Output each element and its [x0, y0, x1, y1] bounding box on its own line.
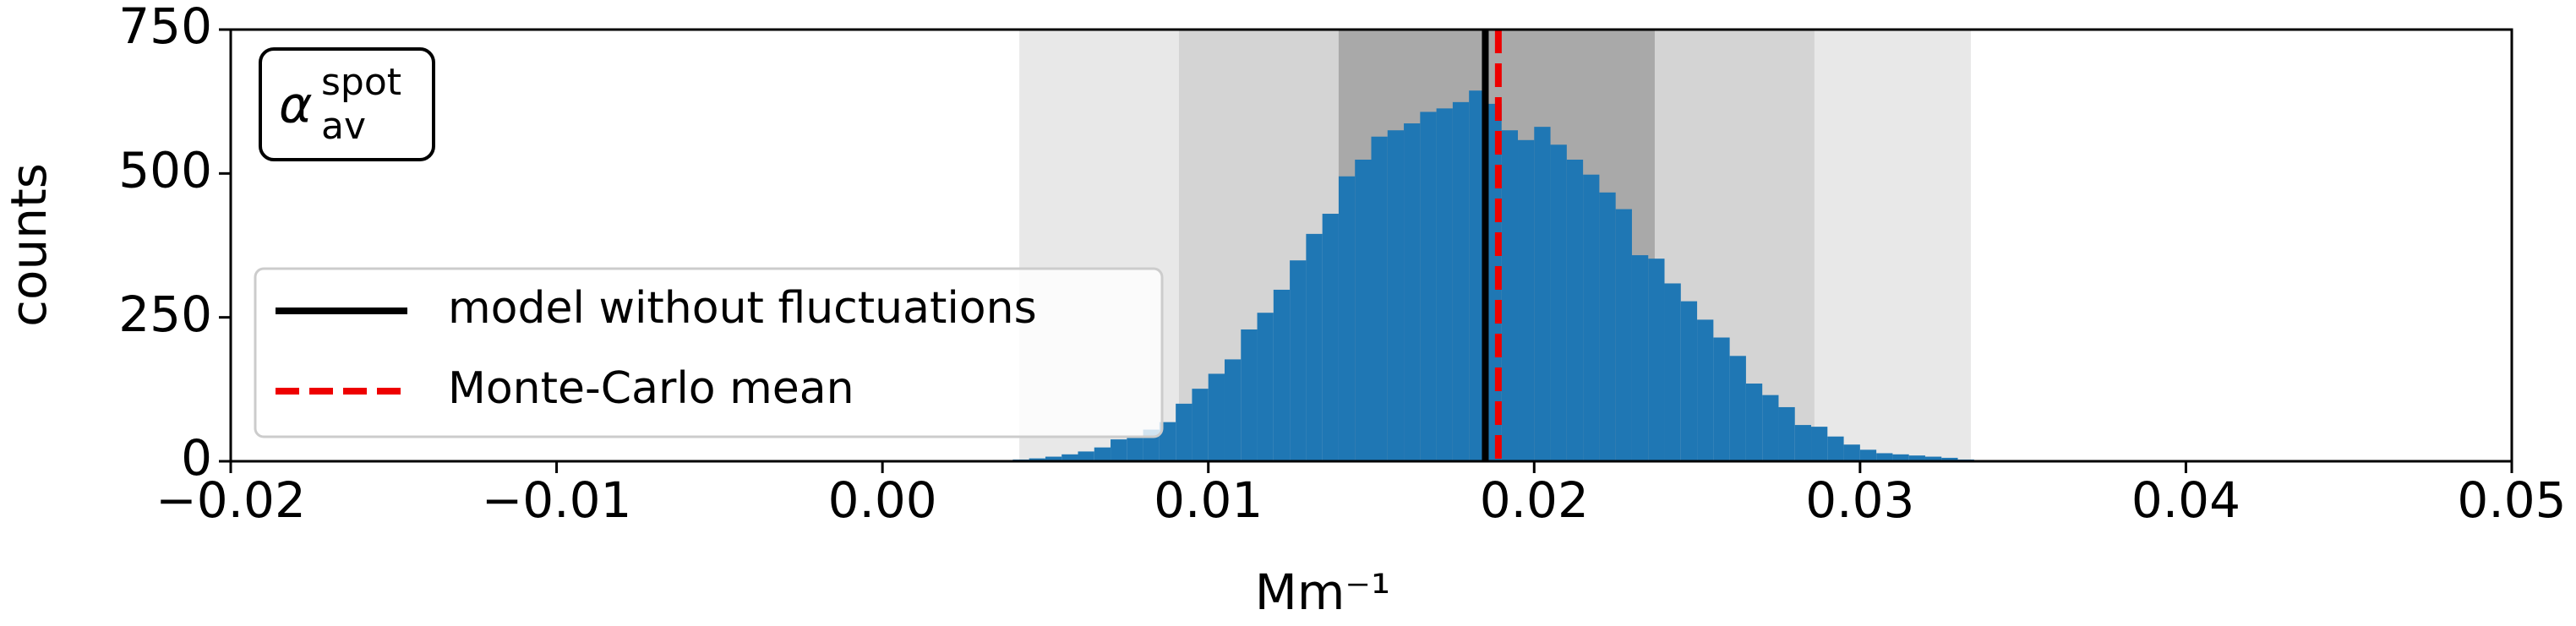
- bar: [1664, 283, 1681, 461]
- x-tick-label: −0.02: [156, 471, 306, 529]
- bar: [1713, 337, 1730, 461]
- bar: [1094, 447, 1111, 461]
- bar: [1811, 427, 1828, 461]
- bar: [1192, 389, 1209, 461]
- bar: [1941, 457, 1958, 461]
- bar: [1615, 209, 1632, 462]
- bar: [1290, 260, 1307, 461]
- bar: [1778, 406, 1795, 461]
- annotation-superscript: spot: [321, 61, 401, 104]
- bar: [1355, 159, 1372, 462]
- bar: [1550, 144, 1567, 461]
- bar: [1924, 456, 1942, 461]
- x-tick-label: 0.05: [2457, 471, 2566, 529]
- bar: [1371, 136, 1388, 461]
- y-tick-label: 250: [118, 286, 212, 343]
- bar: [1420, 112, 1437, 461]
- bar: [1599, 192, 1616, 462]
- bar: [1208, 373, 1225, 461]
- y-tick-label: 500: [118, 141, 212, 199]
- bar: [1534, 127, 1551, 462]
- x-axis-label: Mm⁻¹: [1255, 563, 1390, 621]
- bar: [1127, 436, 1143, 461]
- x-tick-label: 0.01: [1154, 471, 1263, 529]
- bar: [1078, 451, 1094, 461]
- bar: [1729, 356, 1746, 461]
- bar: [1745, 384, 1763, 461]
- bar: [1257, 313, 1274, 461]
- y-tick-label: 750: [118, 0, 212, 55]
- bar: [1908, 455, 1925, 461]
- bar: [1469, 90, 1486, 461]
- bar: [1680, 301, 1698, 461]
- annotation-symbol: α: [279, 76, 313, 135]
- bar: [1224, 359, 1242, 461]
- x-tick-label: 0.04: [2131, 471, 2240, 529]
- bar: [1794, 425, 1812, 461]
- x-tick-label: 0.03: [1805, 471, 1914, 529]
- bar: [1859, 449, 1877, 461]
- bar: [1631, 255, 1649, 461]
- bar: [1241, 329, 1258, 461]
- x-tick-label: −0.01: [482, 471, 632, 529]
- bar: [1697, 319, 1714, 461]
- bar: [1501, 130, 1519, 461]
- bar: [1404, 123, 1421, 462]
- bar: [1159, 422, 1176, 461]
- bar: [1176, 403, 1192, 461]
- bar: [1273, 289, 1291, 461]
- bar: [1566, 159, 1584, 462]
- bar: [1583, 174, 1600, 462]
- bar: [1876, 453, 1893, 461]
- axes-frame: [229, 28, 2513, 463]
- bar: [1111, 439, 1127, 461]
- bar: [1436, 108, 1453, 462]
- bar: [1045, 456, 1062, 461]
- annotation-subscript: av: [321, 105, 366, 148]
- bar: [1306, 233, 1323, 461]
- bar: [1648, 259, 1665, 461]
- legend-label: Monte-Carlo mean: [448, 363, 854, 414]
- bar: [1843, 444, 1860, 461]
- y-axis-label: counts: [0, 163, 57, 327]
- bar: [1338, 176, 1356, 462]
- bar: [1452, 101, 1470, 462]
- legend-box: [254, 267, 1164, 438]
- bar: [1762, 395, 1779, 461]
- bar: [1387, 130, 1405, 461]
- legend-label: model without fluctuations: [448, 283, 1037, 334]
- x-tick-label: 0.02: [1480, 471, 1589, 529]
- bar: [1518, 139, 1535, 462]
- bar: [1827, 436, 1844, 461]
- bar: [1892, 454, 1909, 461]
- bar: [1062, 454, 1078, 461]
- y-tick-label: 0: [181, 429, 212, 487]
- annotation-box: [259, 47, 435, 161]
- marks-layer: [1012, 30, 2023, 462]
- bar: [1322, 214, 1339, 461]
- x-tick-label: 0.00: [828, 471, 937, 529]
- bar: [1029, 458, 1045, 461]
